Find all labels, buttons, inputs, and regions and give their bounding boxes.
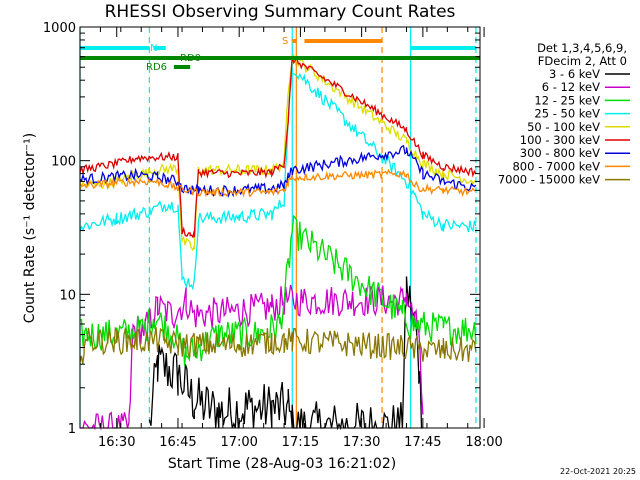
legend-label-50-100-kev: 50 - 100 keV (527, 120, 600, 134)
y-tick-label-1000: 1000 (43, 21, 76, 36)
x-tick-label-17-15: 17:15 (282, 435, 319, 450)
legend-label-25-50-kev: 25 - 50 keV (534, 107, 600, 121)
x-axis-label: Start Time (28-Aug-03 16:21:02) (168, 456, 396, 472)
series-100-300-kev (79, 55, 477, 239)
legend-label-800-7000-kev: 800 - 7000 keV (512, 159, 600, 173)
series-25-50-kev (79, 68, 477, 291)
series-800-7000-kev (79, 168, 477, 198)
x-tick-label-17-45: 17:45 (404, 435, 441, 450)
y-axis-label: Count Rate (s⁻¹ detector⁻¹) (22, 133, 38, 323)
plot-area: N RD0 RD6 S 1 10 100 1000 16:30 16:45 17:00 17:15 17… (43, 21, 503, 450)
y-tick-label-1: 1 (68, 422, 76, 437)
legend-label-6-12-kev: 6 - 12 keV (542, 80, 600, 94)
x-tick-label-16-45: 16:45 (159, 435, 196, 450)
legend: Det 1,3,4,5,6,9,FDecim 2, Att 03 - 6 keV… (498, 41, 630, 187)
legend-label-12-25-kev: 12 - 25 keV (534, 93, 600, 107)
flag-label-n: N (150, 43, 157, 54)
chart-title: RHESSI Observing Summary Count Rates (105, 2, 456, 22)
legend-header-line-1: Det 1,3,4,5,6,9, (537, 41, 627, 55)
y-tick-label-100: 100 (51, 155, 76, 170)
x-tick-label-17-00: 17:00 (220, 435, 257, 450)
series-300-800-kev (79, 144, 477, 198)
flag-label-rd0: RD0 (180, 53, 201, 64)
series-50-100-kev (79, 53, 477, 252)
legend-label-3-6-kev: 3 - 6 keV (549, 67, 600, 81)
flag-label-rd6: RD6 (146, 62, 167, 73)
legend-label-7000-15000-kev: 7000 - 15000 keV (498, 173, 600, 187)
legend-label-100-300-kev: 100 - 300 keV (520, 133, 600, 147)
legend-header-line-2: FDecim 2, Att 0 (538, 54, 627, 68)
x-tick-label-16-30: 16:30 (98, 435, 135, 450)
generation-timestamp: 22-Oct-2021 20:25 (560, 467, 636, 476)
series-7000-15000-kev (79, 326, 477, 365)
x-tick-label-17-30: 17:30 (343, 435, 380, 450)
axes-frame (79, 26, 481, 429)
legend-label-300-800-kev: 300 - 800 keV (520, 146, 600, 160)
x-tick-label-18-00: 18:00 (465, 435, 502, 450)
y-tick-label-10: 10 (59, 288, 76, 303)
flag-label-s: S (282, 36, 288, 47)
